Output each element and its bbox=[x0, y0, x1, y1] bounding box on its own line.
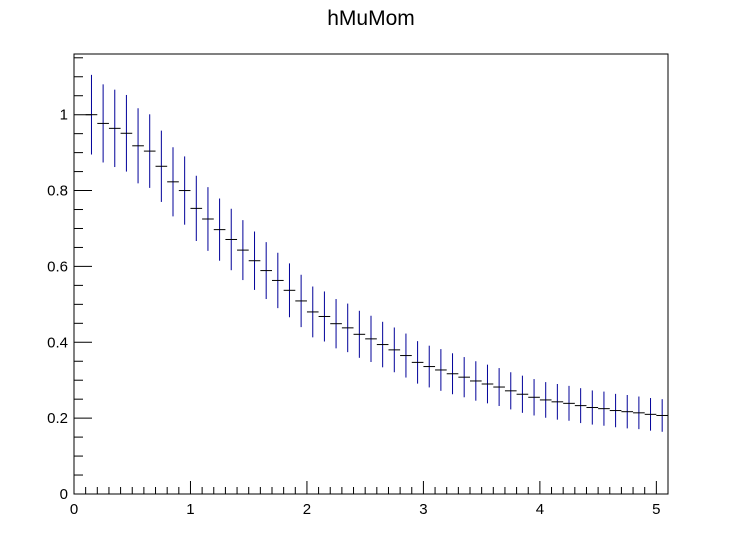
plot-frame bbox=[73, 53, 669, 495]
data-point bbox=[213, 198, 226, 261]
data-point bbox=[295, 274, 307, 328]
data-point bbox=[563, 385, 575, 421]
data-point bbox=[528, 379, 540, 416]
data-point bbox=[85, 74, 98, 155]
y-tick-label: 0.6 bbox=[47, 258, 68, 275]
data-point bbox=[341, 303, 354, 353]
data-point bbox=[330, 299, 342, 349]
data-point bbox=[609, 393, 622, 428]
data-point bbox=[621, 395, 634, 429]
x-tick-label: 1 bbox=[186, 501, 194, 518]
data-point bbox=[411, 341, 424, 384]
data-point bbox=[272, 252, 284, 309]
error-bars bbox=[85, 74, 668, 432]
data-point bbox=[248, 231, 261, 290]
data-point bbox=[225, 208, 238, 271]
x-tick-label: 2 bbox=[303, 501, 311, 518]
data-point bbox=[470, 361, 482, 401]
data-point bbox=[178, 156, 191, 225]
data-point bbox=[306, 286, 319, 338]
y-tick-label: 0 bbox=[60, 486, 68, 503]
y-tick-label: 0.4 bbox=[47, 334, 68, 351]
data-point bbox=[633, 396, 645, 430]
data-point bbox=[539, 382, 552, 418]
data-point bbox=[202, 187, 214, 251]
x-tick-label: 3 bbox=[419, 501, 427, 518]
data-point bbox=[598, 391, 610, 426]
data-point bbox=[423, 345, 436, 388]
data-point bbox=[365, 315, 377, 362]
y-tick-label: 1 bbox=[60, 107, 68, 124]
data-point bbox=[551, 384, 564, 420]
data-point bbox=[400, 333, 412, 378]
data-point bbox=[458, 357, 470, 398]
data-point bbox=[132, 108, 144, 184]
data-point bbox=[155, 130, 168, 202]
axis-tick-labels: 0 1 2 3 4 5 0 0.2 0.4 0.6 0.8 1 bbox=[47, 107, 660, 518]
data-point bbox=[237, 220, 249, 281]
data-point bbox=[190, 175, 203, 241]
data-point bbox=[260, 242, 272, 300]
data-point bbox=[504, 372, 517, 410]
axis-ticks bbox=[73, 57, 669, 495]
data-point bbox=[376, 321, 389, 368]
data-point bbox=[656, 399, 668, 432]
data-point bbox=[435, 349, 447, 391]
y-tick-label: 0.8 bbox=[47, 183, 68, 200]
data-point bbox=[283, 263, 296, 318]
data-point bbox=[644, 398, 657, 431]
data-point bbox=[318, 291, 331, 342]
data-point bbox=[120, 94, 133, 172]
data-point bbox=[167, 147, 179, 217]
data-point bbox=[97, 84, 109, 163]
data-point bbox=[353, 310, 366, 358]
data-point bbox=[143, 114, 156, 188]
data-point bbox=[388, 327, 401, 373]
x-tick-label: 0 bbox=[70, 501, 78, 518]
data-point bbox=[586, 390, 599, 425]
y-tick-label: 0.2 bbox=[47, 410, 68, 427]
data-point bbox=[516, 375, 529, 413]
data-point bbox=[108, 89, 121, 168]
x-tick-label: 4 bbox=[536, 501, 544, 518]
data-point bbox=[481, 364, 494, 404]
data-point bbox=[574, 388, 587, 424]
x-tick-label: 5 bbox=[652, 501, 660, 518]
data-point bbox=[493, 368, 505, 406]
data-point bbox=[446, 353, 459, 395]
chart-title: hMuMom bbox=[327, 7, 415, 30]
